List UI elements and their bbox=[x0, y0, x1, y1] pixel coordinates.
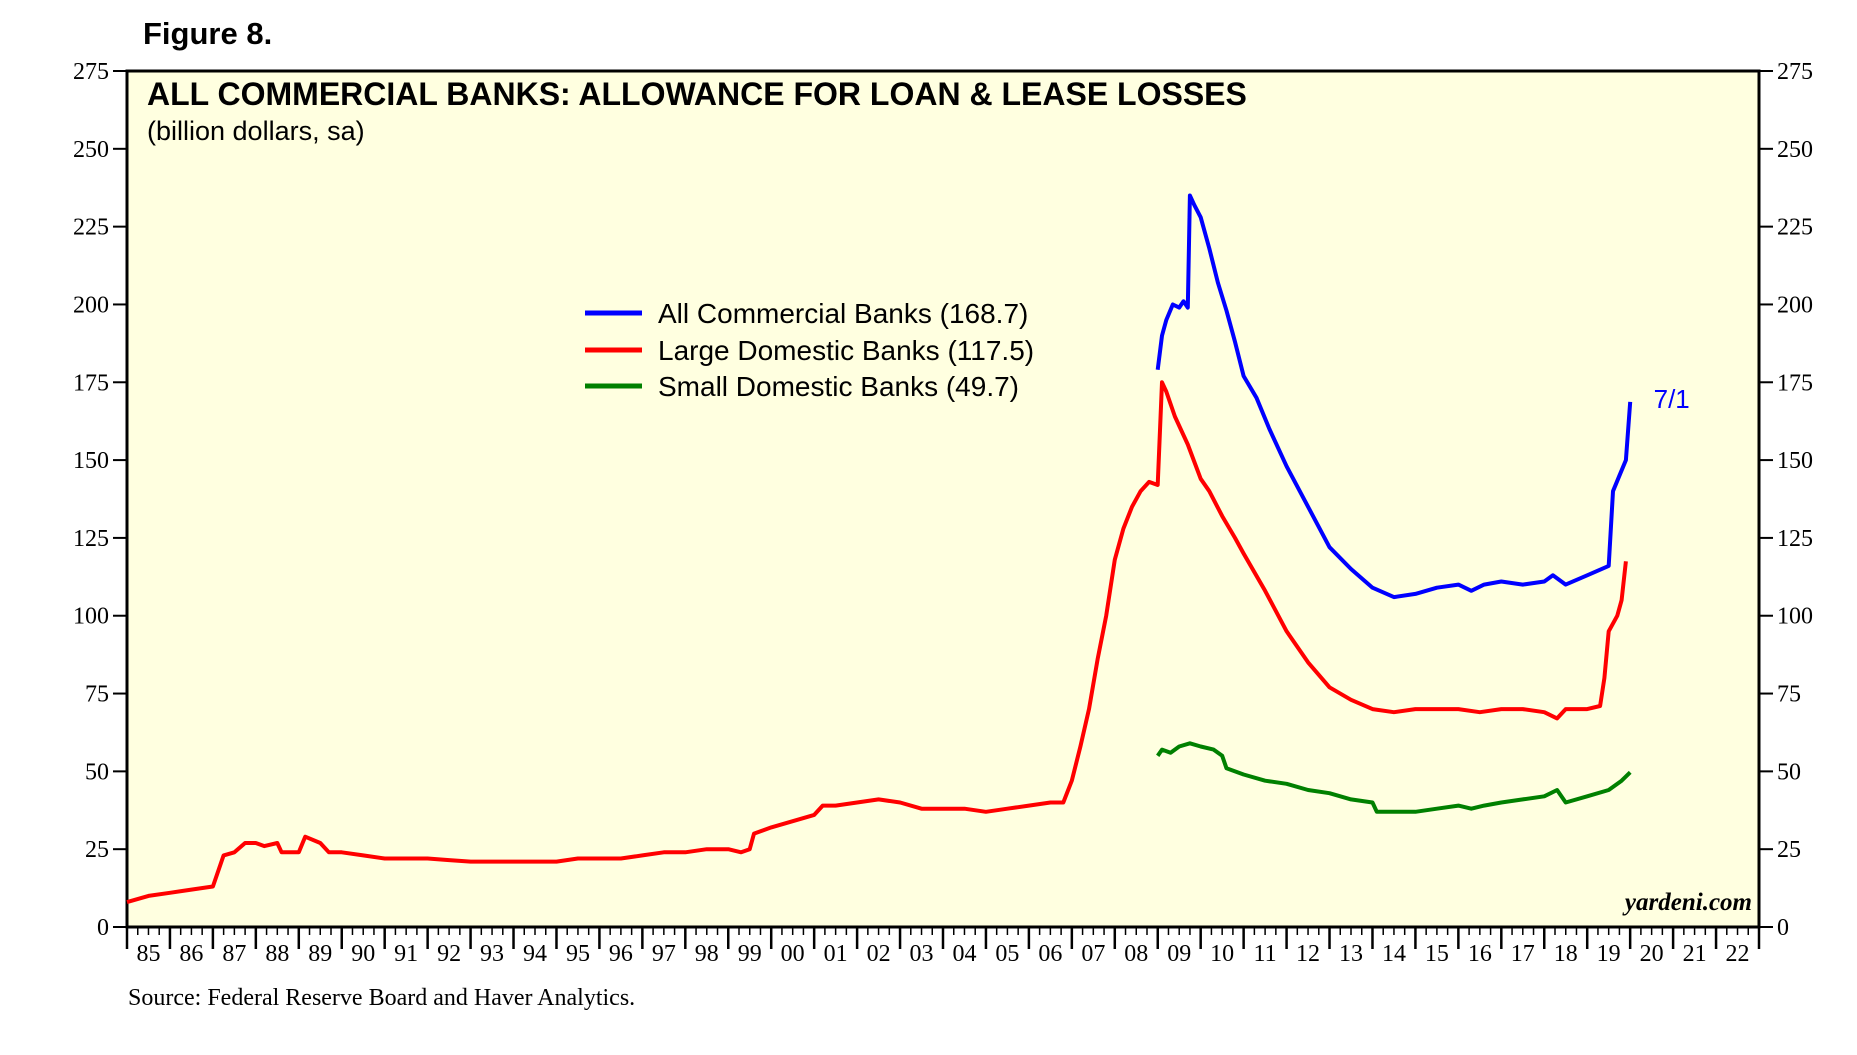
x-tick-label: 90 bbox=[351, 941, 375, 967]
y-tick-label-right: 25 bbox=[1777, 837, 1801, 863]
x-tick-label: 89 bbox=[308, 941, 332, 967]
x-tick-label: 96 bbox=[609, 941, 633, 967]
x-axis: 85 86 87 88 89 90 91 92 93 94 95 96 97 98 99 00 01 02 03 04… bbox=[125, 927, 1761, 967]
chart-subtitle: (billion dollars, sa) bbox=[147, 116, 365, 146]
y-tick-label-left: 200 bbox=[73, 292, 109, 318]
y-tick-label-left: 125 bbox=[73, 526, 109, 552]
x-tick-label: 01 bbox=[824, 941, 848, 967]
x-tick-label: 91 bbox=[394, 941, 418, 967]
y-tick-label-left: 100 bbox=[73, 604, 109, 630]
y-tick-label-right: 125 bbox=[1777, 526, 1813, 552]
y-tick-label-left: 250 bbox=[73, 137, 109, 163]
x-tick-label: 00 bbox=[781, 941, 805, 967]
y-tick-label-left: 0 bbox=[97, 915, 109, 941]
x-tick-label: 10 bbox=[1210, 941, 1234, 967]
legend-label-large: Large Domestic Banks (117.5) bbox=[658, 335, 1034, 366]
x-tick-label: 04 bbox=[952, 941, 976, 967]
y-tick-label-left: 25 bbox=[85, 837, 109, 863]
x-tick-label: 09 bbox=[1167, 941, 1191, 967]
y-tick-label-right: 225 bbox=[1777, 215, 1813, 241]
y-tick-label-right: 100 bbox=[1777, 604, 1813, 630]
source-note: Source: Federal Reserve Board and Haver … bbox=[128, 985, 636, 1011]
x-tick-label: 12 bbox=[1296, 941, 1320, 967]
x-tick-label: 86 bbox=[179, 941, 203, 967]
y-tick-label-right: 75 bbox=[1777, 682, 1801, 708]
x-tick-label: 14 bbox=[1382, 941, 1406, 967]
y-tick-label-left: 275 bbox=[73, 59, 109, 85]
x-tick-label: 02 bbox=[867, 941, 891, 967]
x-tick-label: 98 bbox=[695, 941, 719, 967]
x-tick-label: 88 bbox=[265, 941, 289, 967]
y-tick-label-right: 275 bbox=[1777, 59, 1813, 85]
x-tick-label: 17 bbox=[1511, 941, 1535, 967]
y-axes: 0 0 25 25 50 50 75 75 100 100 125 125 150 150 175 175 20… bbox=[73, 59, 1813, 941]
series-line-small-domestic-banks bbox=[1156, 741, 1632, 814]
x-tick-label: 95 bbox=[566, 941, 590, 967]
x-tick-label: 92 bbox=[437, 941, 461, 967]
y-tick-label-right: 175 bbox=[1777, 370, 1813, 396]
x-tick-label: 06 bbox=[1038, 941, 1062, 967]
x-tick-label: 22 bbox=[1726, 941, 1750, 967]
x-tick-label: 15 bbox=[1425, 941, 1449, 967]
x-tick-label: 93 bbox=[480, 941, 504, 967]
x-tick-label: 08 bbox=[1124, 941, 1148, 967]
y-tick-label-right: 200 bbox=[1777, 292, 1813, 318]
legend-label-all: All Commercial Banks (168.7) bbox=[658, 298, 1028, 329]
chart-title: ALL COMMERCIAL BANKS: ALLOWANCE FOR LOAN… bbox=[147, 76, 1247, 112]
x-tick-label: 99 bbox=[738, 941, 762, 967]
figure-label: Figure 8. bbox=[143, 16, 273, 51]
legend: All Commercial Banks (168.7) Large Domes… bbox=[585, 298, 1034, 402]
x-tick-label: 19 bbox=[1597, 941, 1621, 967]
y-tick-label-right: 150 bbox=[1777, 448, 1813, 474]
x-tick-label: 21 bbox=[1683, 941, 1707, 967]
x-tick-label: 97 bbox=[652, 941, 676, 967]
annotation-date: 7/1 bbox=[1654, 384, 1690, 414]
plot-area bbox=[125, 69, 1761, 929]
x-tick-label: 13 bbox=[1339, 941, 1363, 967]
y-tick-label-left: 150 bbox=[73, 448, 109, 474]
x-tick-label: 07 bbox=[1081, 941, 1105, 967]
x-tick-label: 85 bbox=[136, 941, 160, 967]
y-tick-label-right: 250 bbox=[1777, 137, 1813, 163]
legend-label-small: Small Domestic Banks (49.7) bbox=[658, 371, 1019, 402]
x-tick-label: 03 bbox=[910, 941, 934, 967]
x-tick-label: 05 bbox=[995, 941, 1019, 967]
y-tick-label-right: 0 bbox=[1777, 915, 1789, 941]
series-line-all-commercial-banks bbox=[1155, 193, 1633, 600]
x-tick-label: 94 bbox=[523, 941, 547, 967]
y-tick-label-left: 50 bbox=[85, 759, 109, 785]
brand-watermark: yardeni.com bbox=[1622, 889, 1752, 916]
y-tick-label-left: 75 bbox=[85, 682, 109, 708]
x-tick-label: 20 bbox=[1640, 941, 1664, 967]
y-tick-label-left: 175 bbox=[73, 370, 109, 396]
y-tick-label-left: 225 bbox=[73, 215, 109, 241]
x-tick-label: 16 bbox=[1468, 941, 1492, 967]
series-lines bbox=[126, 193, 1633, 905]
x-tick-label: 87 bbox=[222, 941, 246, 967]
y-tick-label-right: 50 bbox=[1777, 759, 1801, 785]
series-line-large-domestic-banks bbox=[126, 380, 1628, 905]
x-tick-label: 11 bbox=[1254, 941, 1277, 967]
x-tick-label: 18 bbox=[1554, 941, 1578, 967]
